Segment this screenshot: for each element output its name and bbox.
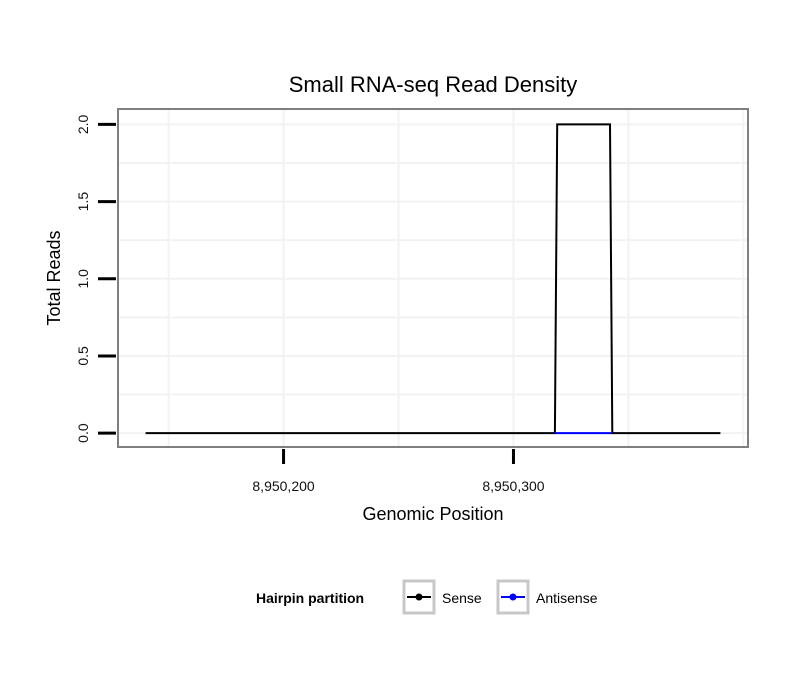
chart-title: Small RNA-seq Read Density [289,72,578,97]
legend-item-antisense: Antisense [496,579,598,615]
x-tick-label: 8,950,200 [252,478,314,494]
legend-label-antisense: Antisense [536,590,598,606]
legend-label-sense: Sense [442,590,482,606]
grid [118,109,748,447]
y-tick-label: 2.0 [75,114,91,134]
legend-title: Hairpin partition [256,590,364,606]
y-tick-label: 0.5 [75,346,91,366]
y-tick-label: 0.0 [75,423,91,443]
series-line-sense [145,123,721,435]
x-axis: 8,950,200 8,950,300 [252,449,545,494]
x-tick-label: 8,950,300 [482,478,544,494]
y-tick-label: 1.5 [75,192,91,212]
series-layer [145,123,721,435]
legend-dot-antisense [509,593,517,601]
legend: Hairpin partition Sense Antisense [256,579,598,615]
plot-border [117,108,749,448]
y-tick-label: 1.0 [75,269,91,289]
legend-item-sense: Sense [402,579,482,615]
legend-dot-sense [415,593,423,601]
y-axis: 0.0 0.5 1.0 1.5 2.0 [75,114,116,443]
y-axis-title: Total Reads [44,230,64,325]
x-axis-title: Genomic Position [362,504,503,524]
